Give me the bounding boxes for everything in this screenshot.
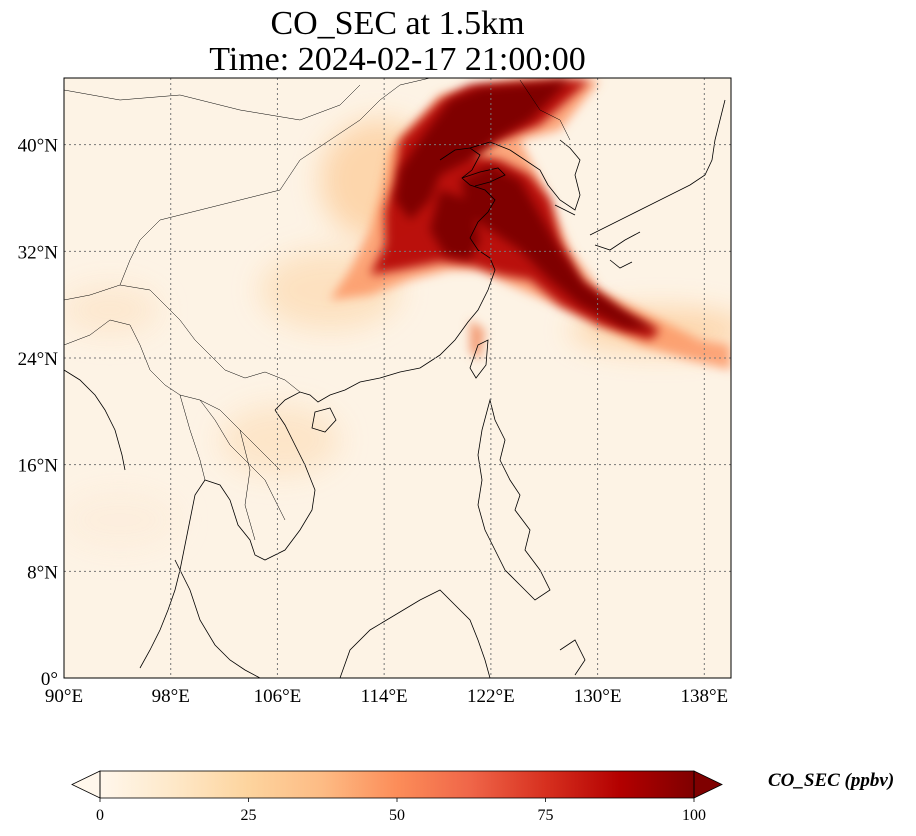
- plot-title: CO_SEC at 1.5km: [270, 5, 525, 42]
- colorbar-label: CO_SEC (ppbv): [768, 770, 895, 791]
- map-frame: [63, 77, 732, 679]
- lat-tick-label: 0°: [41, 669, 58, 690]
- country-borders: [64, 78, 571, 541]
- colorbar-tick-label: 25: [241, 807, 257, 824]
- colorbar: 0 25 50 75 100: [71, 770, 723, 824]
- lon-tick-label: 122°E: [467, 686, 515, 707]
- lon-tick-label: 130°E: [574, 686, 622, 707]
- lat-tick-label: 40°N: [18, 136, 59, 157]
- colorbar-tick-label: 50: [389, 807, 405, 824]
- lat-tick-label: 32°N: [18, 242, 59, 263]
- colorbar-extend-min: [71, 770, 101, 799]
- colorbar-gradient: [100, 771, 694, 798]
- lon-tick-label: 98°E: [152, 686, 190, 707]
- colorbar-tick-label: 75: [538, 807, 554, 824]
- lon-tick-label: 90°E: [45, 686, 83, 707]
- lat-tick-label: 24°N: [18, 349, 59, 370]
- lat-tick-labels: 0° 8°N 16°N 24°N 32°N 40°N: [18, 136, 59, 690]
- lon-tick-label: 106°E: [254, 686, 302, 707]
- lon-tick-label: 138°E: [680, 686, 728, 707]
- lon-tick-labels: 90°E 98°E 106°E 114°E 122°E 130°E 138°E: [45, 686, 728, 707]
- gridlines: [64, 78, 731, 678]
- coastlines: [64, 99, 726, 678]
- colorbar-ticks: 0 25 50 75 100: [96, 798, 706, 824]
- lat-tick-label: 16°N: [18, 456, 59, 477]
- colorbar-extend-max: [693, 770, 723, 799]
- colorbar-tick-label: 0: [96, 807, 104, 824]
- colorbar-tick-label: 100: [682, 807, 706, 824]
- lon-tick-label: 114°E: [361, 686, 408, 707]
- plot-time: Time: 2024-02-17 21:00:00: [209, 41, 586, 78]
- concentration-field: [64, 78, 731, 678]
- lat-tick-label: 8°N: [27, 562, 58, 583]
